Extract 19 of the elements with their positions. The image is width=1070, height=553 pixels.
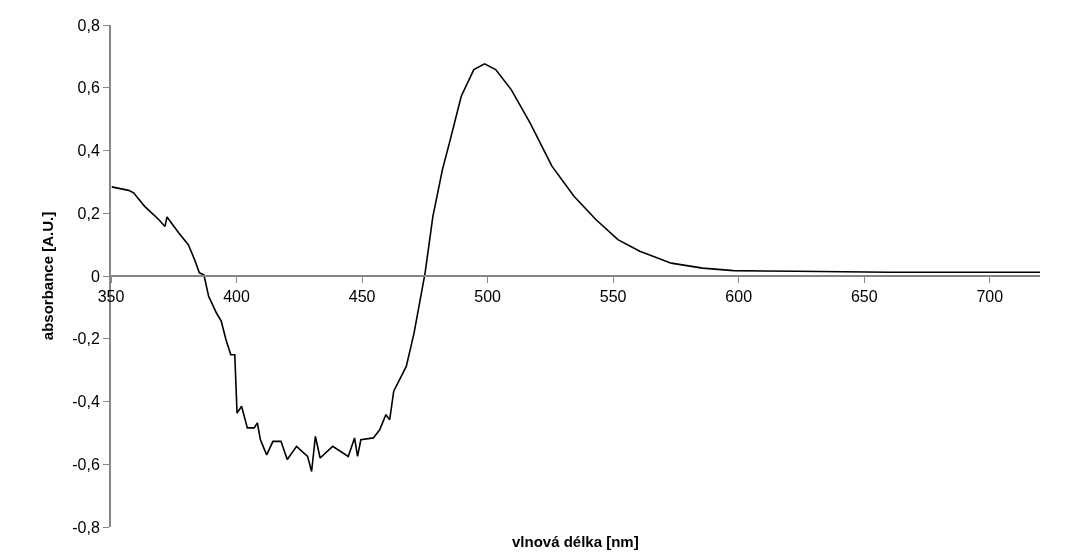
y-tick-label: 0,6 <box>77 79 100 97</box>
x-tick-label: 550 <box>599 288 627 306</box>
x-tick-label: 600 <box>725 288 753 306</box>
y-tick-label: 0 <box>90 267 100 285</box>
y-tick-label: -0,2 <box>72 330 100 348</box>
x-axis-title: vlnová délka [nm] <box>512 533 639 550</box>
y-tick-label: -0,4 <box>72 393 100 411</box>
x-tick-label: 500 <box>474 288 502 306</box>
x-tick-label: 350 <box>97 288 125 306</box>
x-tick-label: 700 <box>976 288 1004 306</box>
y-tick-label: -0,6 <box>72 455 100 473</box>
x-tick-label: 650 <box>850 288 878 306</box>
y-tick-label: 0,4 <box>77 142 100 160</box>
y-tick-label: 0,2 <box>77 204 100 222</box>
x-tick-label: 450 <box>348 288 376 306</box>
y-tick-label: 0,8 <box>77 16 100 34</box>
x-tick-label: 400 <box>223 288 250 306</box>
y-tick-label: -0,8 <box>72 518 100 536</box>
y-axis-title: absorbance [A.U.] <box>38 211 56 341</box>
